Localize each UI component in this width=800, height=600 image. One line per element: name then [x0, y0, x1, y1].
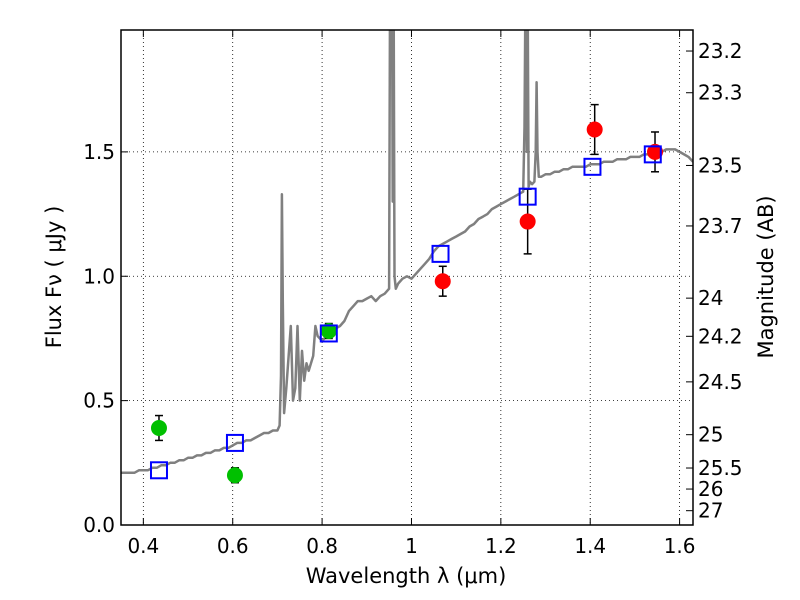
magnitude-tick-label: 25.5: [698, 456, 743, 480]
x-tick-label: 1: [405, 534, 418, 558]
ticks: 0.4 0.6 0.8 1 1.2 1.4 1.6 0.0 0.5 1.0 1.5 23.2 23.3 2…: [83, 30, 743, 558]
x-tick-label: 1.2: [485, 534, 517, 558]
magnitude-tick-label: 23.7: [698, 214, 743, 238]
model-square: [319, 324, 338, 343]
y2-axis-label: Magnitude (AB): [754, 195, 778, 358]
magnitude-tick-label: 26: [698, 477, 723, 501]
model-square: [643, 145, 662, 164]
x-tick-label: 0.4: [127, 534, 159, 558]
magnitude-tick-label: 24.2: [698, 324, 743, 348]
magnitude-tick-label: 24.5: [698, 370, 743, 394]
plot-frame: [120, 29, 694, 526]
magnitude-tick-label: 24: [698, 286, 723, 310]
y-tick-label: 1.0: [83, 264, 115, 288]
x-tick-label: 0.6: [217, 534, 249, 558]
x-tick-label: 1.6: [664, 534, 696, 558]
y-axis-label: Flux Fν ( μJy ): [42, 206, 66, 349]
data-point: [519, 213, 536, 230]
data-point: [150, 419, 167, 436]
data-point: [647, 143, 664, 160]
model-square: [518, 187, 537, 206]
magnitude-tick-label: 25: [698, 423, 723, 447]
y-tick-label: 0.0: [83, 513, 115, 537]
data-point: [226, 467, 243, 484]
x-tick-label: 1.4: [574, 534, 606, 558]
magnitude-tick-label: 23.3: [698, 81, 743, 105]
y-tick-label: 1.5: [83, 140, 115, 164]
model-square: [225, 433, 244, 452]
grid: [121, 30, 693, 525]
spectrum-line: [121, 30, 693, 475]
x-axis-label: Wavelength λ (μm): [306, 564, 507, 588]
magnitude-tick-label: 23.2: [698, 39, 743, 63]
axis-labels: Wavelength λ (μm) Flux Fν ( μJy ) Magnit…: [42, 195, 778, 588]
magnitude-tick-label: 27: [698, 499, 723, 523]
plot-area: [121, 30, 693, 484]
data-point: [434, 273, 451, 290]
model-square: [431, 244, 450, 263]
y-tick-label: 0.5: [83, 389, 115, 413]
model-square: [583, 157, 602, 176]
model-square: [149, 461, 168, 480]
x-tick-label: 0.8: [306, 534, 338, 558]
magnitude-tick-label: 23.5: [698, 153, 743, 177]
data-point: [586, 121, 603, 138]
